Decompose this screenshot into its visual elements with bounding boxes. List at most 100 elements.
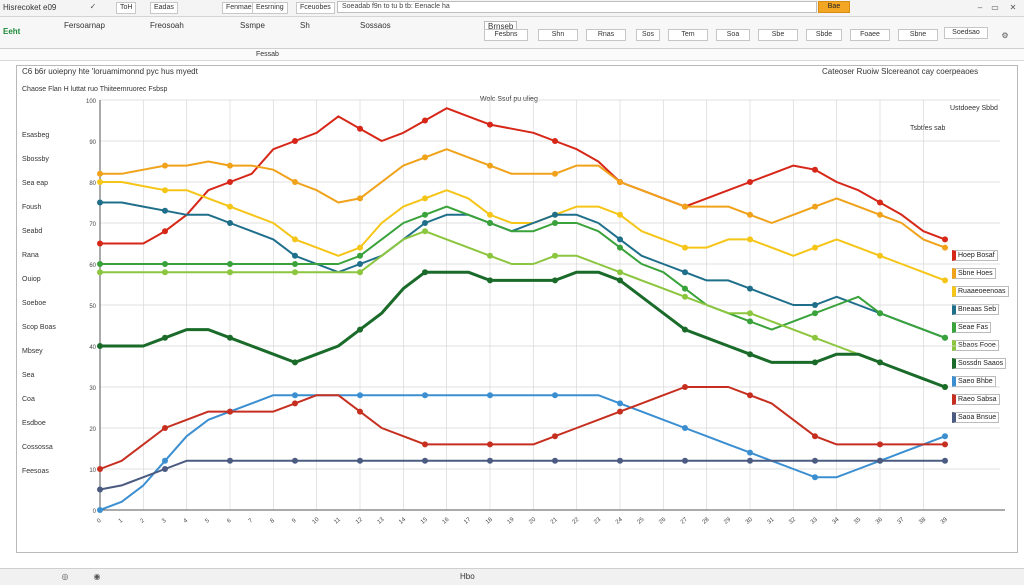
series-line — [100, 107, 946, 245]
data-point — [682, 203, 688, 210]
menu-item-2[interactable]: Eadas — [150, 2, 178, 14]
sheet-icon[interactable]: ◎ — [61, 572, 69, 581]
data-point — [747, 179, 753, 185]
maximize-icon[interactable]: ▭ — [991, 3, 999, 12]
data-point — [97, 466, 103, 472]
data-point — [422, 228, 428, 235]
check-icon[interactable]: ✓ — [89, 2, 97, 11]
x-tick-label: 16 — [442, 516, 451, 525]
data-point — [747, 457, 753, 464]
data-point — [877, 199, 883, 206]
category-label: Sea — [22, 372, 35, 379]
data-point — [812, 474, 818, 481]
search-input[interactable]: Soeadab f9n to tu b tb: Eenacle ha — [337, 1, 817, 13]
data-point — [227, 162, 233, 169]
x-tick-label: 2 — [139, 517, 146, 524]
ribbon-cell-6[interactable]: Soa — [716, 29, 750, 41]
ribbon-item-2[interactable]: Freosoah — [150, 21, 184, 30]
y-tick-label: 40 — [89, 345, 96, 351]
x-tick-label: 19 — [507, 516, 516, 525]
formula-text[interactable]: Fessab — [256, 51, 279, 58]
data-point — [552, 170, 558, 177]
x-tick-label: 30 — [745, 516, 754, 525]
app-title: Hisrecoket e09 — [3, 3, 57, 12]
top-right-label: Ustdoeey Sbbd — [950, 105, 998, 112]
data-point — [812, 433, 818, 440]
data-point — [357, 326, 363, 333]
data-point — [357, 244, 363, 251]
data-point — [682, 244, 688, 251]
ribbon-cell-3[interactable]: Rnas — [586, 29, 626, 41]
ribbon-cell-1[interactable]: Fesbns — [484, 29, 528, 41]
ribbon-cell-11[interactable]: Soedsao — [944, 27, 988, 39]
data-point — [422, 117, 428, 124]
data-point — [422, 392, 428, 399]
x-tick-label: 35 — [853, 516, 862, 525]
legend-entry: Raeo Sabsa — [952, 394, 1000, 405]
ribbon-cell-2[interactable]: Shn — [538, 29, 578, 41]
data-point — [617, 244, 623, 251]
data-point — [422, 269, 428, 276]
data-point — [162, 187, 168, 194]
data-point — [617, 400, 623, 407]
settings-icon[interactable]: ⚙ — [1001, 31, 1009, 40]
x-tick-label: 31 — [767, 516, 776, 525]
category-label: Esasbeg — [22, 132, 50, 139]
y-tick-label: 30 — [89, 386, 96, 392]
data-point — [942, 334, 948, 341]
data-point — [942, 384, 948, 390]
data-point — [227, 261, 233, 267]
menu-item-3[interactable]: Fenmaes — [222, 2, 260, 14]
data-point — [357, 269, 363, 276]
data-point — [357, 252, 363, 259]
search-button[interactable]: Bae — [818, 1, 850, 13]
data-point — [552, 138, 558, 144]
y-tick-label: 80 — [89, 181, 96, 187]
data-point — [97, 179, 103, 185]
x-tick-label: 33 — [810, 516, 819, 525]
category-label: Ouiop — [22, 276, 41, 283]
data-point — [877, 252, 883, 259]
chart-subtitle: Chaose Flan H luttat ruo Thiiteemruorec … — [22, 86, 168, 93]
ribbon-item-5[interactable]: Sossaos — [360, 21, 391, 30]
x-tick-label: 23 — [593, 516, 602, 525]
x-tick-label: 18 — [485, 516, 494, 525]
ribbon-cell-9[interactable]: Foaee — [850, 29, 890, 41]
top-right-label-2: Tsbtfes sab — [910, 125, 946, 132]
x-tick-label: 14 — [398, 516, 407, 525]
menu-item-5[interactable]: Fceuobes — [296, 2, 335, 14]
ribbon-cell-5[interactable]: Tem — [668, 29, 708, 41]
data-point — [162, 261, 168, 267]
ribbon-cell-4[interactable]: Sos — [636, 29, 660, 41]
legend-entry: Sbaos Fooe — [952, 340, 999, 351]
x-tick-label: 25 — [637, 516, 646, 525]
ribbon-item-4[interactable]: Sh — [300, 21, 310, 30]
x-tick-label: 3 — [161, 517, 168, 524]
menu-item-1[interactable]: ToH — [116, 2, 137, 14]
x-tick-label: 17 — [463, 516, 472, 525]
status-bar: ◎ ◉ Hbo — [0, 568, 1024, 585]
data-point — [747, 392, 753, 399]
close-icon[interactable]: ✕ — [1009, 3, 1017, 12]
ribbon-cell-8[interactable]: Sbde — [806, 29, 842, 41]
chart-inner-label: Wolc Ssuf pu ulieg — [480, 96, 538, 103]
data-point — [942, 457, 948, 464]
data-point — [617, 269, 623, 276]
x-tick-label: 26 — [658, 516, 667, 525]
minimize-icon[interactable]: – — [977, 3, 983, 12]
menu-item-4[interactable]: Eesrning — [252, 2, 288, 14]
data-point — [292, 359, 298, 366]
ribbon-cell-10[interactable]: Sbne — [898, 29, 938, 41]
ribbon-item-3[interactable]: Ssmpe — [240, 21, 265, 30]
category-label: Feesoas — [22, 468, 49, 475]
x-tick-label: 21 — [550, 516, 559, 525]
ribbon-cell-7[interactable]: Sbe — [758, 29, 798, 41]
data-point — [942, 441, 948, 448]
category-label: Sbossby — [22, 156, 49, 163]
record-icon[interactable]: ◉ — [93, 572, 101, 581]
data-point — [227, 220, 233, 226]
data-point — [942, 433, 948, 440]
ribbon-item-1[interactable]: Fersoarnap — [64, 21, 105, 30]
data-point — [877, 359, 883, 366]
x-tick-label: 0 — [96, 517, 103, 524]
